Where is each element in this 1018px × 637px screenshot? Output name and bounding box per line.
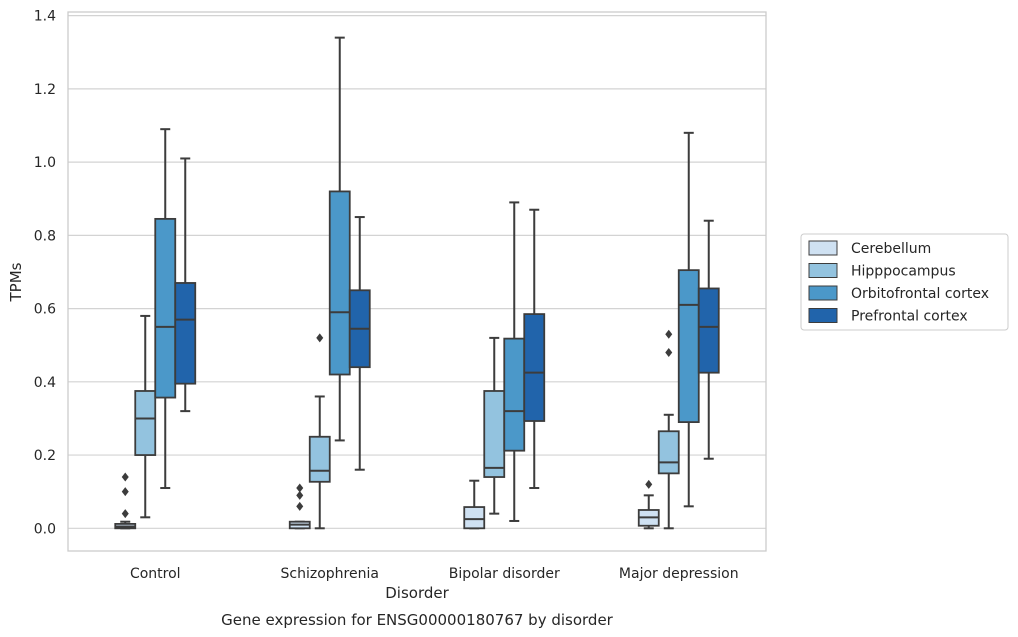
outlier-point xyxy=(316,333,324,343)
outlier-point xyxy=(296,501,304,511)
y-axis-label: TPMs xyxy=(7,262,25,302)
outlier-point xyxy=(121,487,129,497)
legend-frame xyxy=(800,233,1009,331)
box-1-2 xyxy=(328,36,351,442)
legend-label: Prefrontal cortex xyxy=(851,309,968,325)
y-axis-ticks: 0.0 0.2 0.4 0.6 0.8 1.0 1.2 1.4 xyxy=(34,9,56,538)
box-0-0 xyxy=(114,472,137,530)
legend: Cerebellum Hipppocampus Orbitofrontal cort… xyxy=(800,233,1009,331)
legend-swatch xyxy=(808,240,838,256)
box-body xyxy=(328,190,351,376)
box-2-0 xyxy=(463,479,486,530)
boxes xyxy=(114,36,720,530)
box-3-1 xyxy=(657,329,680,530)
box-0-1 xyxy=(134,314,157,519)
legend-swatch xyxy=(808,285,838,301)
legend-label: Hipppocampus xyxy=(851,264,956,280)
box-3-3 xyxy=(697,219,720,460)
x-tick-label: Major depression xyxy=(619,566,739,582)
legend-swatch xyxy=(808,263,838,278)
box-body xyxy=(463,506,486,530)
outlier-point xyxy=(296,483,304,493)
outlier-point xyxy=(121,509,129,519)
box-body xyxy=(503,337,526,452)
y-tick-label: 0.8 xyxy=(34,228,56,244)
y-tick-label: 1.0 xyxy=(34,155,56,171)
box-body xyxy=(174,282,197,385)
box-body xyxy=(657,430,680,475)
x-tick-label: Schizophrenia xyxy=(281,566,379,582)
box-0-2 xyxy=(154,128,177,490)
chart-caption: Gene expression for ENSG00000180767 by d… xyxy=(221,611,614,629)
y-tick-label: 0.4 xyxy=(34,375,56,391)
outlier-point xyxy=(665,329,673,339)
box-2-3 xyxy=(523,208,546,490)
y-tick-label: 0.6 xyxy=(34,302,56,318)
outlier-point xyxy=(296,490,304,500)
legend-label: Cerebellum xyxy=(851,241,931,257)
box-1-0 xyxy=(288,483,311,530)
x-tick-label: Bipolar disorder xyxy=(449,566,560,582)
box-1-1 xyxy=(308,333,331,530)
legend-label: Orbitofrontal cortex xyxy=(851,286,989,302)
x-axis-label: Disorder xyxy=(385,584,449,602)
outlier-point xyxy=(645,479,653,489)
box-body xyxy=(308,435,331,483)
x-axis-ticks: Control Schizophrenia Bipolar disorder Majo… xyxy=(130,566,739,582)
y-tick-label: 1.2 xyxy=(34,82,56,98)
y-tick-label: 1.4 xyxy=(34,9,56,25)
box-body xyxy=(677,269,700,424)
outlier-point xyxy=(665,348,673,358)
box-2-1 xyxy=(483,336,506,515)
box-0-3 xyxy=(174,157,197,413)
box-2-2 xyxy=(503,201,526,522)
box-body xyxy=(134,390,157,456)
box-body xyxy=(697,287,720,374)
plot-frame xyxy=(67,11,767,552)
box-body xyxy=(154,217,177,399)
box-body xyxy=(523,313,546,422)
box-1-3 xyxy=(348,216,371,471)
box-3-0 xyxy=(637,479,660,530)
y-tick-label: 0.2 xyxy=(34,448,56,464)
legend-swatch xyxy=(808,308,838,323)
outlier-point xyxy=(121,472,129,482)
box-body xyxy=(483,390,506,478)
x-tick-label: Control xyxy=(130,566,181,582)
y-tick-label: 0.0 xyxy=(34,521,56,537)
box-3-2 xyxy=(677,131,700,508)
